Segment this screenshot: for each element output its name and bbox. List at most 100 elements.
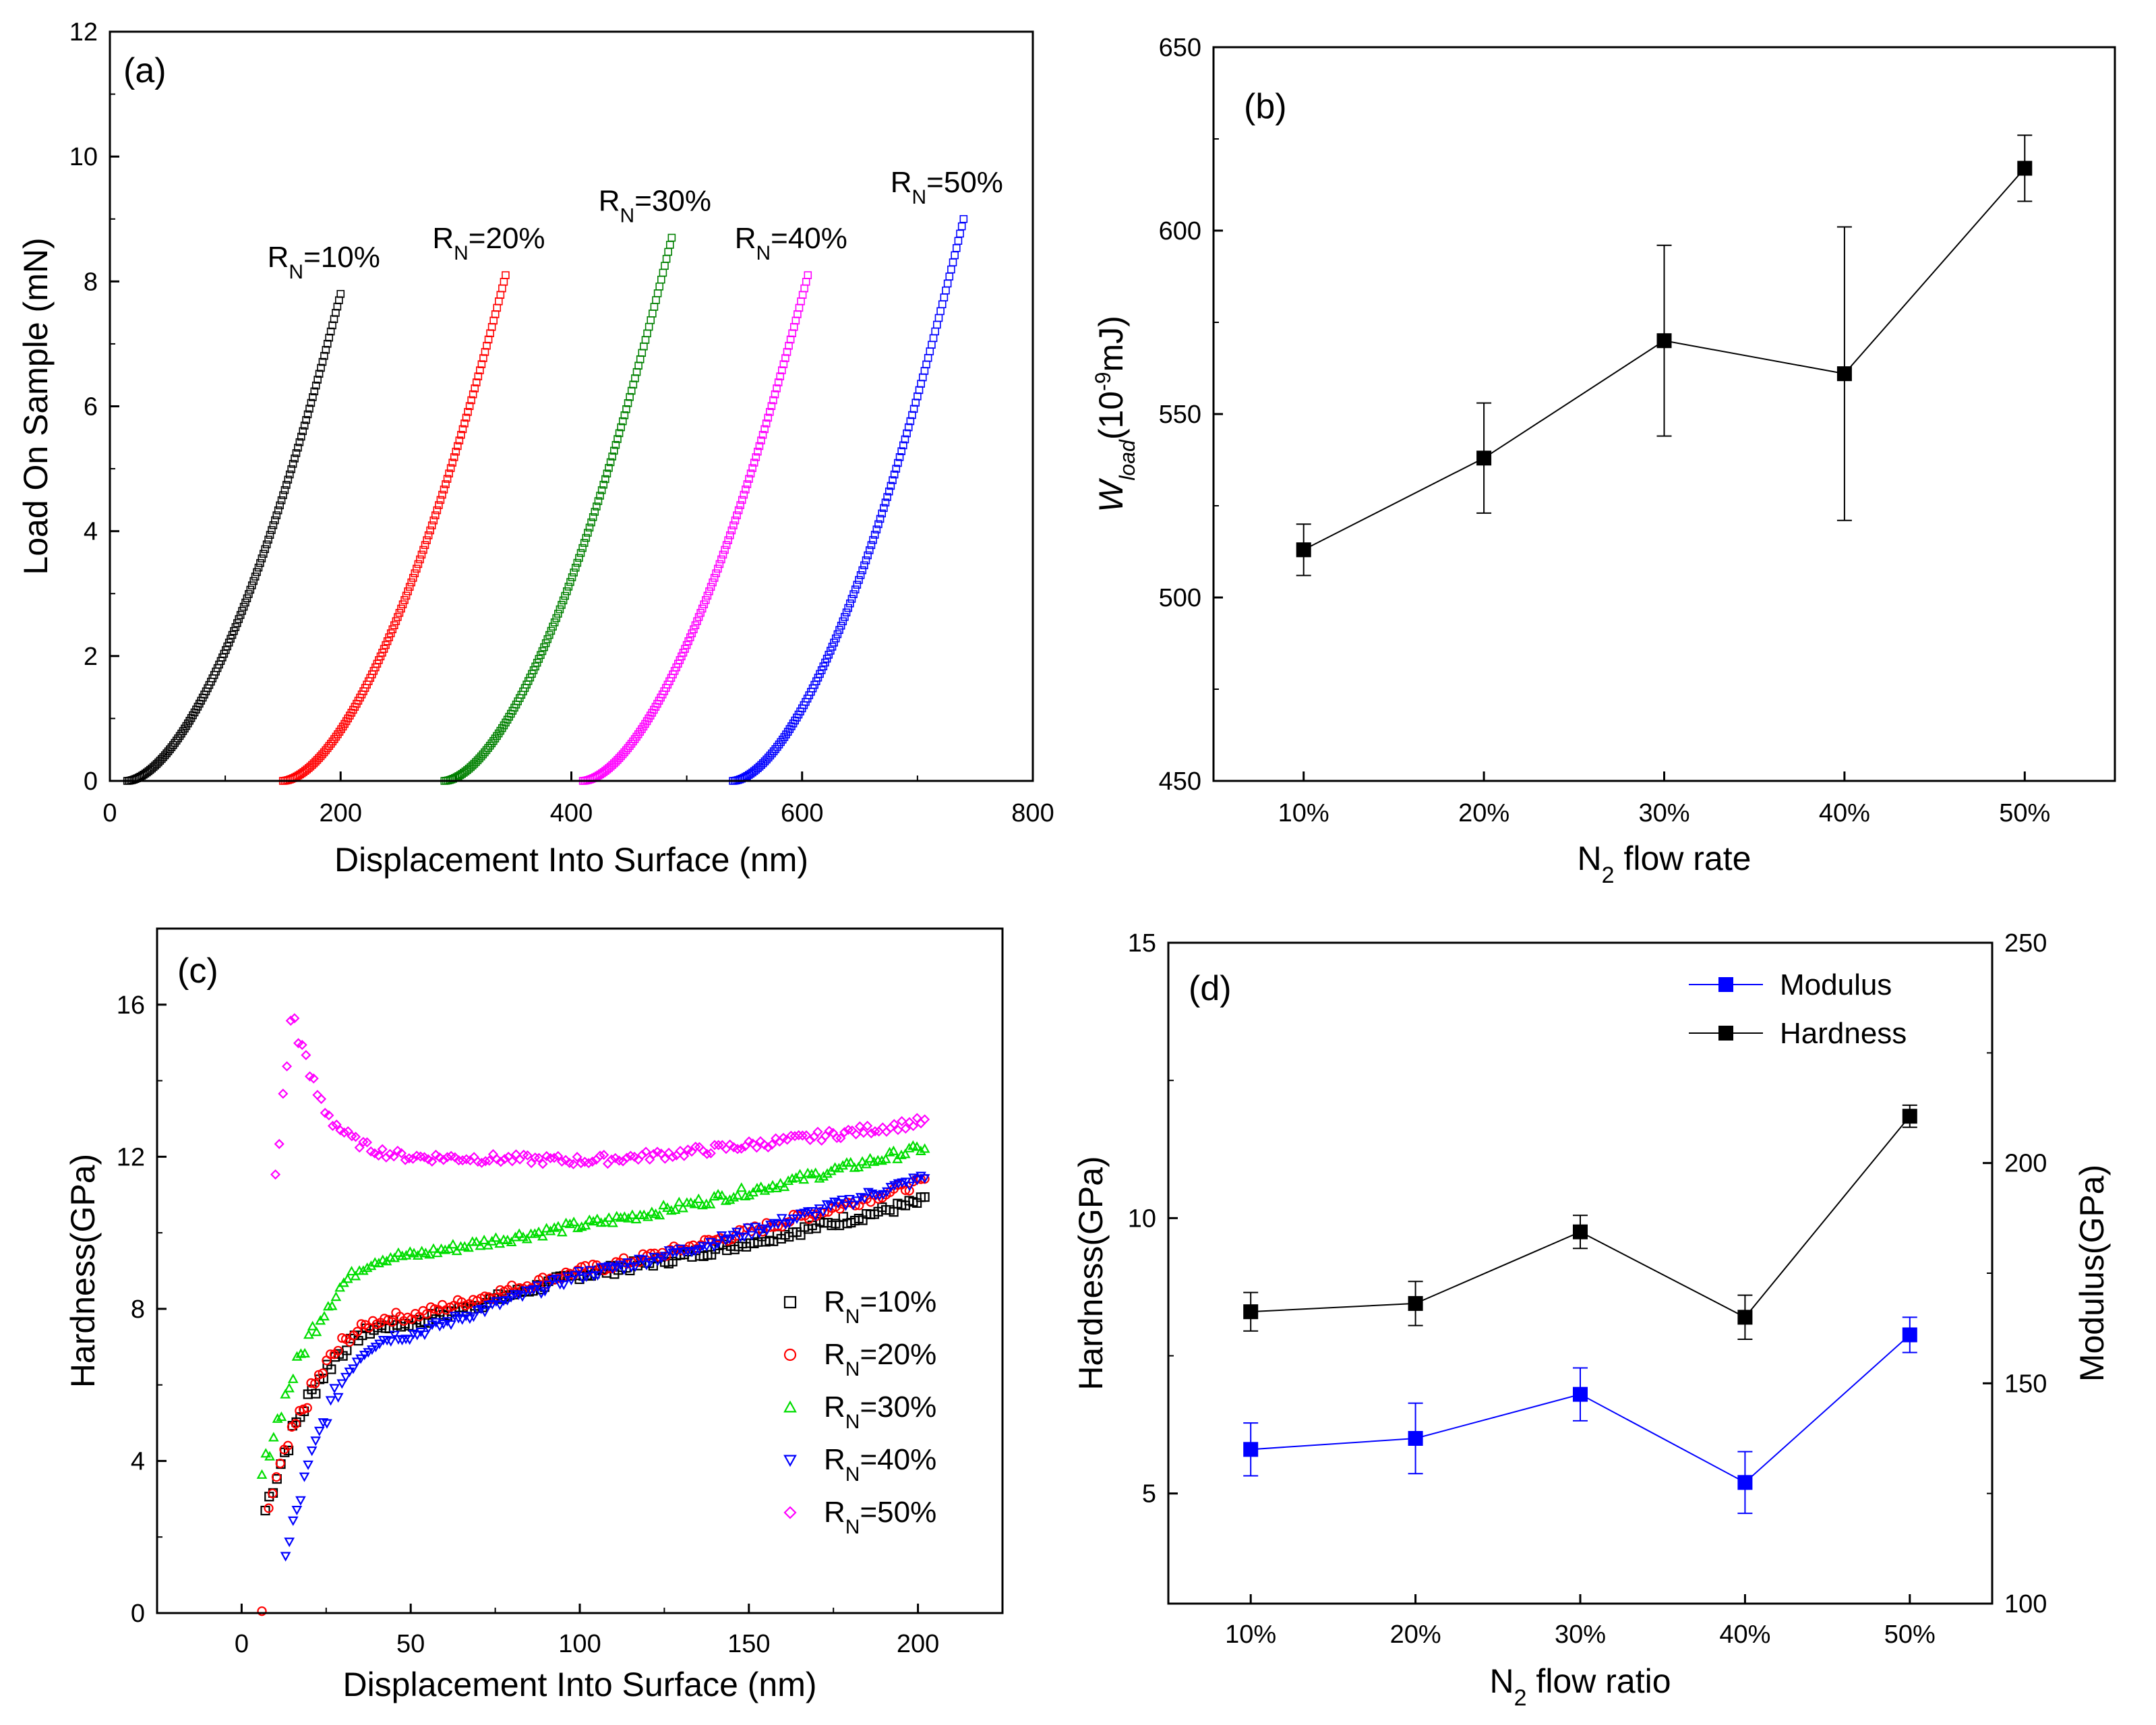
c-point-4 — [847, 1200, 859, 1210]
c-point-4 — [419, 1330, 430, 1341]
a-series-1 — [123, 290, 345, 785]
c-point-5 — [851, 1129, 862, 1140]
a-point-2 — [479, 354, 487, 362]
c-point-4 — [456, 1315, 468, 1325]
c-point-3 — [502, 1234, 513, 1245]
a-point-3 — [585, 523, 594, 532]
c-point-4 — [299, 1472, 310, 1482]
d-xtick-label: 20% — [1390, 1620, 1441, 1649]
a-point-2 — [458, 425, 467, 434]
a-point-3 — [615, 429, 624, 438]
a-point-4 — [719, 550, 727, 559]
a-point-1 — [315, 370, 324, 378]
a-point-3 — [608, 452, 617, 461]
a-point-3 — [545, 631, 553, 639]
a-point-3 — [558, 601, 566, 609]
a-point-4 — [752, 453, 760, 461]
a-point-2 — [392, 617, 400, 625]
a-point-3 — [622, 405, 630, 413]
c-point-4 — [829, 1197, 840, 1208]
c-point-4 — [659, 1252, 671, 1262]
d-ytick-right-label: 150 — [2004, 1370, 2047, 1398]
a-point-3 — [582, 533, 591, 542]
c-point-3 — [307, 1320, 318, 1331]
c-point-4 — [434, 1322, 446, 1332]
c-point-4 — [818, 1207, 829, 1217]
a-point-4 — [715, 560, 724, 568]
a-point-4 — [688, 629, 696, 637]
c-point-4 — [757, 1224, 769, 1234]
d-hardness-point — [1408, 1295, 1423, 1311]
a-annotation-4: RN=40% — [735, 222, 847, 264]
panel-c-ticks: 0 50 100 150 200 0 4 8 12 16 — [117, 991, 940, 1658]
c-point-3 — [767, 1179, 778, 1190]
a-point-1 — [243, 594, 251, 603]
a-point-2 — [442, 480, 450, 488]
a-annotation-5-main: R — [891, 166, 912, 199]
a-point-5 — [844, 604, 852, 612]
a-annotation-1-sub: N — [289, 260, 303, 283]
a-point-1 — [231, 623, 240, 631]
a-point-5 — [890, 470, 899, 479]
a-annotation-2-main: R — [432, 222, 454, 255]
a-point-4 — [712, 569, 721, 577]
c-point-4 — [423, 1324, 434, 1334]
c-point-2 — [387, 1317, 397, 1327]
a-point-1 — [323, 339, 332, 348]
a-point-5 — [887, 481, 895, 490]
b-point — [1476, 450, 1492, 466]
c-point-4 — [446, 1320, 456, 1331]
a-point-5 — [885, 487, 893, 496]
c-point-4 — [408, 1329, 419, 1339]
a-point-2 — [452, 447, 460, 456]
a-point-4 — [705, 587, 713, 595]
a-point-5 — [839, 617, 847, 626]
a-annotation-5-sub: N — [911, 185, 926, 208]
a-point-2 — [421, 541, 429, 550]
a-point-1 — [271, 516, 279, 525]
c-point-4 — [382, 1336, 393, 1346]
c-xtick-label: 50 — [396, 1630, 425, 1658]
c-point-5 — [442, 1152, 453, 1163]
a-point-4 — [774, 378, 783, 386]
c-point-5 — [622, 1152, 632, 1163]
c-point-5 — [839, 1127, 850, 1138]
panel-b-x-label-sub: 2 — [1602, 862, 1615, 888]
a-point-4 — [724, 536, 733, 544]
c-point-4 — [705, 1237, 716, 1248]
a-point-5 — [892, 465, 901, 473]
a-point-4 — [769, 396, 777, 405]
a-point-2 — [397, 604, 405, 613]
a-point-2 — [436, 496, 445, 504]
c-point-5 — [377, 1144, 388, 1154]
c-legend-label-4-main: R — [824, 1443, 845, 1476]
b-point — [1656, 333, 1672, 349]
c-legend-marker-3 — [783, 1400, 797, 1413]
a-point-2 — [445, 469, 453, 477]
a-point-1 — [258, 554, 266, 562]
c-point-3 — [311, 1326, 322, 1337]
a-point-3 — [587, 518, 595, 527]
c-point-3 — [471, 1236, 482, 1246]
b-ytick-label: 600 — [1159, 217, 1201, 245]
c-point-3 — [876, 1155, 887, 1165]
a-point-5 — [897, 447, 905, 455]
c-point-3 — [794, 1169, 806, 1179]
c-point-5 — [785, 1130, 796, 1141]
c-point-3 — [806, 1169, 817, 1179]
d-series-hardness — [1243, 1104, 1917, 1340]
a-annotation-1-suffix: =10% — [303, 241, 380, 274]
a-point-4 — [748, 464, 756, 472]
c-point-3 — [518, 1231, 529, 1241]
c-point-3 — [678, 1202, 688, 1212]
a-point-1 — [246, 585, 255, 594]
c-point-4 — [566, 1275, 577, 1286]
panel-b-y-label-open: (10 — [1092, 391, 1130, 440]
a-point-1 — [262, 540, 271, 549]
c-point-3 — [798, 1174, 810, 1184]
a-point-2 — [404, 587, 412, 595]
c-point-4 — [539, 1287, 551, 1297]
a-point-5 — [869, 535, 877, 544]
a-point-3 — [561, 591, 569, 600]
